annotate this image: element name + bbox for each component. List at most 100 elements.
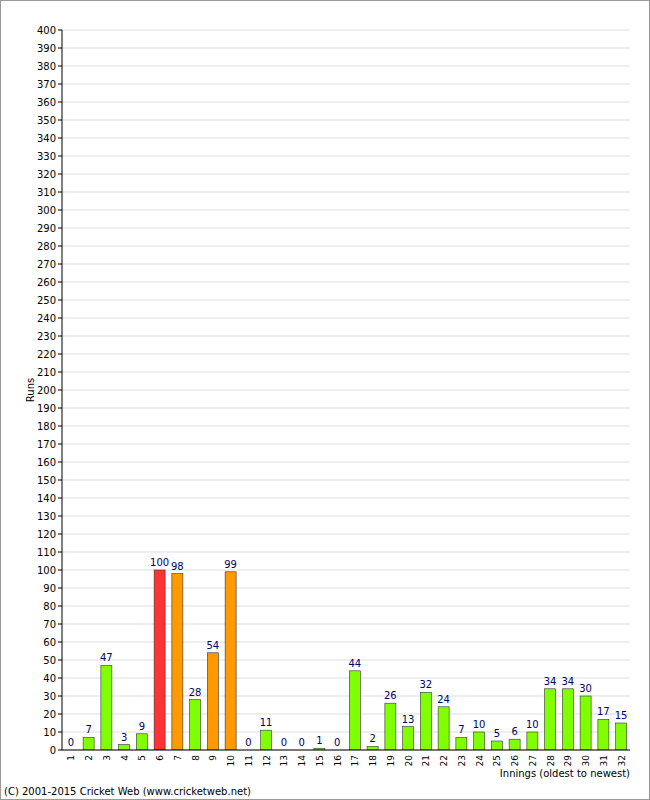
grid-line (62, 336, 630, 337)
grid-line (62, 498, 630, 499)
grid-line (62, 120, 630, 121)
bar (83, 737, 94, 750)
data-label: 34 (544, 676, 557, 687)
data-label: 15 (615, 710, 628, 721)
tick-mark (58, 642, 62, 643)
y-axis-label: Runs (25, 378, 36, 402)
y-tick-label: 310 (37, 187, 56, 198)
y-tick-label: 220 (37, 349, 56, 360)
x-tick-label: 17 (350, 755, 360, 766)
x-tick-label: 5 (137, 755, 147, 761)
data-label: 0 (245, 737, 251, 748)
bar (545, 689, 556, 750)
grid-line (62, 570, 630, 571)
x-tick-label: 15 (315, 755, 325, 766)
x-tick-label: 16 (333, 755, 343, 767)
y-tick-label: 20 (43, 709, 56, 720)
bar (207, 653, 218, 750)
x-tick-label: 25 (492, 755, 502, 766)
y-tick-label: 0 (50, 745, 56, 756)
bar (456, 737, 467, 750)
bar (154, 570, 165, 750)
background (1, 1, 650, 800)
x-tick-label: 12 (262, 755, 272, 766)
y-tick-label: 360 (37, 97, 56, 108)
x-tick-label: 8 (191, 755, 201, 761)
grid-line (62, 102, 630, 103)
tick-mark (58, 102, 62, 103)
y-tick-label: 30 (43, 691, 56, 702)
grid-line (62, 282, 630, 283)
grid-line (62, 246, 630, 247)
tick-mark (58, 480, 62, 481)
grid-line (62, 318, 630, 319)
tick-mark (58, 606, 62, 607)
tick-mark (58, 588, 62, 589)
y-tick-label: 150 (37, 475, 56, 486)
data-label: 24 (437, 694, 450, 705)
bar (509, 739, 520, 750)
data-label: 3 (121, 732, 127, 743)
grid-line (62, 444, 630, 445)
data-label: 47 (100, 652, 113, 663)
x-tick-label: 7 (173, 755, 183, 761)
x-tick-label: 19 (386, 755, 396, 767)
tick-mark (58, 750, 62, 751)
tick-mark (58, 552, 62, 553)
bar (367, 746, 378, 750)
x-tick-label: 6 (155, 755, 165, 761)
tick-mark (58, 696, 62, 697)
data-label: 99 (224, 559, 237, 570)
data-label: 28 (189, 687, 202, 698)
y-tick-label: 290 (37, 223, 56, 234)
grid-line (62, 534, 630, 535)
x-tick-label: 23 (457, 755, 467, 766)
y-tick-label: 380 (37, 61, 56, 72)
bar (225, 572, 236, 750)
tick-mark (58, 192, 62, 193)
y-tick-label: 60 (43, 637, 56, 648)
tick-mark (58, 66, 62, 67)
grid-line (62, 174, 630, 175)
x-tick-label: 28 (546, 755, 556, 767)
data-label: 98 (171, 561, 184, 572)
tick-mark (58, 660, 62, 661)
tick-mark (58, 156, 62, 157)
tick-mark (58, 48, 62, 49)
grid-line (62, 300, 630, 301)
tick-mark (58, 732, 62, 733)
x-tick-label: 9 (208, 755, 218, 761)
grid-line (62, 210, 630, 211)
tick-mark (58, 444, 62, 445)
grid-line (62, 372, 630, 373)
bar (261, 730, 272, 750)
y-tick-label: 280 (37, 241, 56, 252)
y-tick-label: 180 (37, 421, 56, 432)
y-tick-label: 350 (37, 115, 56, 126)
grid-line (62, 192, 630, 193)
bars (83, 570, 627, 750)
bar (119, 745, 130, 750)
y-tick-label: 110 (37, 547, 56, 558)
data-label: 26 (384, 690, 397, 701)
bar (616, 723, 627, 750)
tick-mark (58, 678, 62, 679)
x-tick-label: 30 (581, 755, 591, 767)
data-label: 0 (68, 737, 74, 748)
data-label: 10 (473, 719, 486, 730)
y-axis (62, 30, 63, 750)
x-tick-label: 14 (297, 755, 307, 767)
y-tick-label: 50 (43, 655, 56, 666)
x-tick-label: 20 (404, 755, 414, 767)
tick-mark (58, 426, 62, 427)
data-label: 5 (494, 728, 500, 739)
tick-mark (58, 408, 62, 409)
bar (190, 700, 201, 750)
data-label: 6 (511, 726, 517, 737)
grid-line (62, 264, 630, 265)
tick-mark (58, 210, 62, 211)
tick-mark (58, 516, 62, 517)
tick-mark (58, 534, 62, 535)
bar (562, 689, 573, 750)
bar (598, 719, 609, 750)
